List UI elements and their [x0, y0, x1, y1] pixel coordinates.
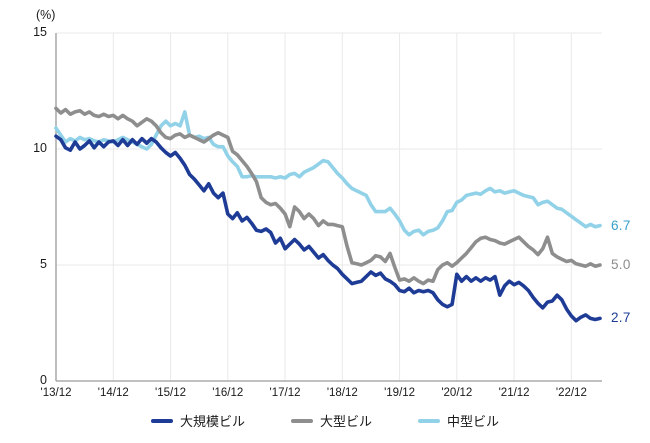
series-line-大規模ビル [54, 134, 602, 323]
end-value-label-中型ビル: 6.7 [611, 217, 631, 233]
x-tick-label: '17/12 [269, 387, 301, 399]
y-axis-unit-label: (%) [36, 8, 56, 22]
x-tick-label: '13/12 [40, 387, 72, 399]
end-value-label-大規模ビル: 2.7 [611, 310, 631, 326]
legend-swatch-large-scale [150, 418, 173, 423]
x-tick-label: '19/12 [384, 387, 416, 399]
x-tick-label: '22/12 [555, 387, 587, 399]
y-tick-label: 5 [40, 257, 47, 271]
legend-item-large-scale-building: 大規模ビル [150, 411, 245, 430]
end-value-label-大型ビル: 5.0 [611, 257, 631, 272]
legend: 大規模ビル 大型ビル 中型ビル [0, 411, 650, 430]
legend-swatch-large [290, 418, 313, 423]
x-tick-label: '21/12 [498, 387, 530, 399]
legend-label-large-scale: 大規模ビル [179, 414, 245, 429]
series-line-中型ビル [54, 110, 602, 237]
legend-label-large: 大型ビル [319, 414, 372, 429]
y-tick-label: 10 [33, 141, 47, 155]
x-tick-label: '16/12 [212, 387, 244, 399]
x-tick-label: '20/12 [441, 387, 473, 399]
legend-swatch-medium [418, 418, 440, 423]
legend-label-medium: 中型ビル [447, 414, 500, 429]
legend-item-large-building: 大型ビル [290, 411, 372, 430]
series-line-大型ビル [54, 106, 602, 286]
y-tick-label: 0 [40, 373, 47, 387]
x-tick-label: '18/12 [326, 387, 358, 399]
y-tick-label: 15 [33, 25, 47, 39]
x-tick-label: '15/12 [155, 387, 187, 399]
x-tick-label: '14/12 [97, 387, 129, 399]
legend-item-medium-building: 中型ビル [418, 411, 499, 430]
